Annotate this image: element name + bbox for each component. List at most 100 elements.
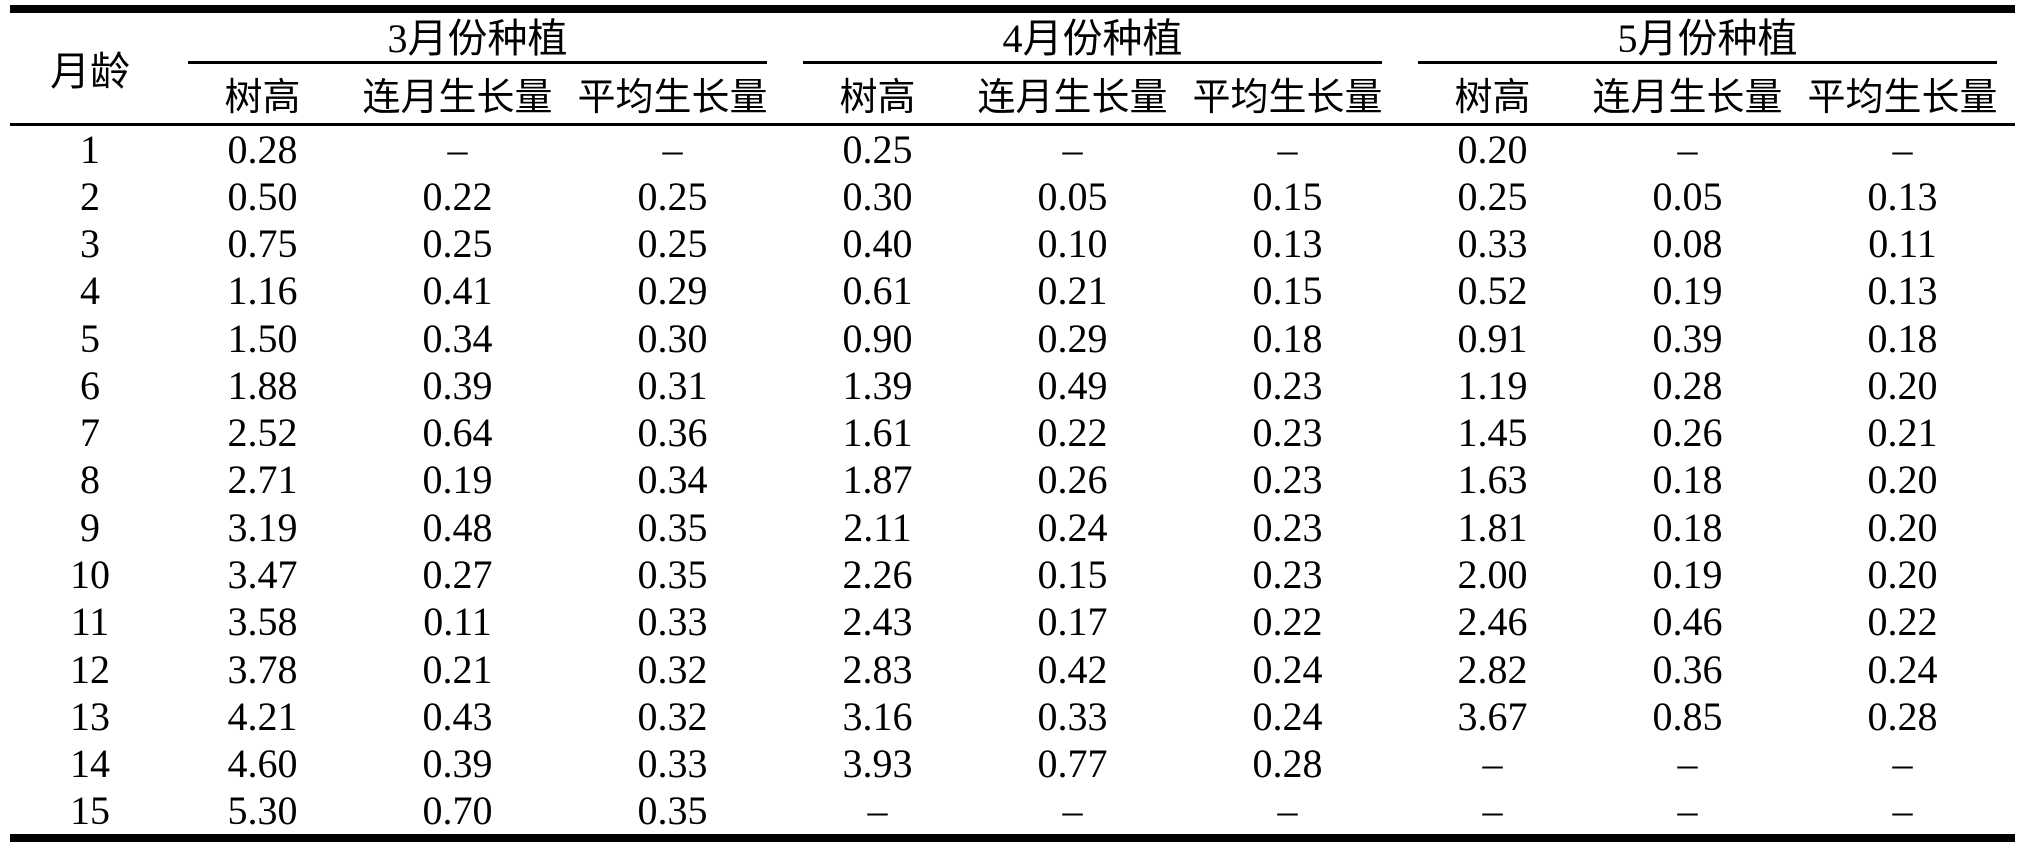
table-row: 12 3.78 0.21 0.32 2.83 0.42 0.24 2.82 0.36 0.24 bbox=[10, 645, 2015, 692]
tree-growth-table: 月龄 3月份种植 4月份种植 5月份种植 树高 连月生长量 平均生长量 树 bbox=[10, 5, 2015, 843]
tree-height-cell: 3.58 bbox=[227, 599, 298, 645]
monthly-growth-cell: 0.26 bbox=[1037, 457, 1108, 503]
average-growth-cell: 0.22 bbox=[1252, 599, 1323, 645]
table-row: 4 1.16 0.41 0.29 0.61 0.21 0.15 0.52 0.19 0.13 bbox=[10, 267, 2015, 314]
tree-height-cell: 1.16 bbox=[227, 268, 298, 314]
monthly-growth-cell: 0.15 bbox=[1037, 552, 1108, 598]
group-rule-april bbox=[803, 61, 1382, 64]
monthly-growth-cell: 0.26 bbox=[1652, 410, 1723, 456]
table-header: 月龄 3月份种植 4月份种植 5月份种植 树高 连月生长量 平均生长量 树 bbox=[10, 9, 2015, 126]
tree-height-cell: 2.00 bbox=[1457, 552, 1528, 598]
month-age-cell: 10 bbox=[70, 552, 110, 598]
tree-height-cell: 1.81 bbox=[1457, 504, 1528, 550]
tree-height-cell: 0.30 bbox=[842, 173, 913, 219]
average-growth-cell: 0.25 bbox=[637, 173, 708, 219]
table-row: 6 1.88 0.39 0.31 1.39 0.49 0.23 1.19 0.28 0.20 bbox=[10, 362, 2015, 409]
sub-header-tree-height: 树高 bbox=[170, 64, 355, 126]
table-row: 2 0.50 0.22 0.25 0.30 0.05 0.15 0.25 0.05 0.13 bbox=[10, 173, 2015, 220]
tree-height-cell: 3.47 bbox=[227, 552, 298, 598]
monthly-growth-cell: 0.19 bbox=[1652, 268, 1723, 314]
tree-height-cell: 2.26 bbox=[842, 552, 913, 598]
tree-height-cell: 0.40 bbox=[842, 220, 913, 266]
average-growth-cell: 0.13 bbox=[1867, 268, 1938, 314]
tree-height-cell: 1.87 bbox=[842, 457, 913, 503]
tree-height-cell: 0.90 bbox=[842, 315, 913, 361]
monthly-growth-cell: 0.24 bbox=[1037, 504, 1108, 550]
monthly-growth-cell: 0.36 bbox=[1652, 646, 1723, 692]
sub-header-monthly-growth: 连月生长量 bbox=[1585, 64, 1790, 126]
month-age-header: 月龄 bbox=[10, 9, 170, 126]
monthly-growth-cell: 0.70 bbox=[422, 788, 493, 834]
tree-height-cell: 3.16 bbox=[842, 693, 913, 739]
monthly-growth-cell: 0.39 bbox=[1652, 315, 1723, 361]
tree-height-cell: 0.25 bbox=[842, 126, 913, 172]
average-growth-cell: 0.23 bbox=[1252, 410, 1323, 456]
tree-height-cell: 3.93 bbox=[842, 741, 913, 787]
monthly-growth-cell: 0.42 bbox=[1037, 646, 1108, 692]
average-growth-cell: 0.23 bbox=[1252, 552, 1323, 598]
month-age-cell: 9 bbox=[80, 504, 100, 550]
sub-header-average-growth: 平均生长量 bbox=[1175, 64, 1400, 126]
average-growth-cell: 0.20 bbox=[1867, 362, 1938, 408]
month-age-cell: 5 bbox=[80, 315, 100, 361]
average-growth-cell: 0.13 bbox=[1252, 220, 1323, 266]
month-age-cell: 1 bbox=[80, 126, 100, 172]
month-age-cell: 3 bbox=[80, 220, 100, 266]
table-row: 5 1.50 0.34 0.30 0.90 0.29 0.18 0.91 0.39 0.18 bbox=[10, 314, 2015, 361]
tree-height-cell: 5.30 bbox=[227, 788, 298, 834]
tree-height-cell: 3.78 bbox=[227, 646, 298, 692]
monthly-growth-cell: 0.39 bbox=[422, 741, 493, 787]
monthly-growth-cell: 0.05 bbox=[1037, 173, 1108, 219]
tree-height-cell: 2.82 bbox=[1457, 646, 1528, 692]
average-growth-cell: 0.23 bbox=[1252, 362, 1323, 408]
table-row: 7 2.52 0.64 0.36 1.61 0.22 0.23 1.45 0.26 0.21 bbox=[10, 409, 2015, 456]
average-growth-cell: 0.24 bbox=[1252, 693, 1323, 739]
monthly-growth-cell: 0.64 bbox=[422, 410, 493, 456]
average-growth-cell: 0.30 bbox=[637, 315, 708, 361]
monthly-growth-cell: – bbox=[1062, 126, 1083, 172]
average-growth-cell: 0.13 bbox=[1867, 173, 1938, 219]
monthly-growth-cell: 0.27 bbox=[422, 552, 493, 598]
table-body: 1 0.28– –0.25– –0.20– –2 0.50 0.22 0.25 0.30 0.05… bbox=[10, 124, 2015, 838]
tree-height-cell: – bbox=[1482, 788, 1503, 834]
table-row: 13 4.21 0.43 0.32 3.16 0.33 0.24 3.67 0.85 0.28 bbox=[10, 693, 2015, 740]
monthly-growth-cell: 0.77 bbox=[1037, 741, 1108, 787]
tree-height-cell: 1.45 bbox=[1457, 410, 1528, 456]
tree-height-cell: 0.25 bbox=[1457, 173, 1528, 219]
tree-height-cell: 0.75 bbox=[227, 220, 298, 266]
monthly-growth-cell: – bbox=[1677, 741, 1698, 787]
table-row: 15 5.30 0.70 0.35 – – – – – – bbox=[10, 787, 2015, 838]
monthly-growth-cell: 0.33 bbox=[1037, 693, 1108, 739]
sub-header-tree-height: 树高 bbox=[1400, 64, 1585, 126]
monthly-growth-cell: 0.22 bbox=[1037, 410, 1108, 456]
tree-height-cell: 2.46 bbox=[1457, 599, 1528, 645]
month-age-cell: 15 bbox=[70, 788, 110, 834]
tree-height-cell: 1.19 bbox=[1457, 362, 1528, 408]
average-growth-cell: 0.29 bbox=[637, 268, 708, 314]
tree-height-cell: 0.20 bbox=[1457, 126, 1528, 172]
average-growth-cell: – bbox=[1892, 788, 1913, 834]
group-header-may: 5月份种植 bbox=[1400, 9, 2015, 64]
average-growth-cell: 0.28 bbox=[1252, 741, 1323, 787]
average-growth-cell: 0.35 bbox=[637, 552, 708, 598]
tree-height-cell: 4.21 bbox=[227, 693, 298, 739]
monthly-growth-cell: 0.48 bbox=[422, 504, 493, 550]
group-title-march: 3月份种植 bbox=[387, 15, 568, 61]
average-growth-cell: – bbox=[1892, 126, 1913, 172]
monthly-growth-cell: 0.41 bbox=[422, 268, 493, 314]
monthly-growth-cell: 0.49 bbox=[1037, 362, 1108, 408]
monthly-growth-cell: – bbox=[447, 126, 468, 172]
tree-height-cell: 2.11 bbox=[843, 504, 912, 550]
average-growth-cell: – bbox=[1277, 788, 1298, 834]
month-age-cell: 8 bbox=[80, 457, 100, 503]
average-growth-cell: 0.11 bbox=[1868, 220, 1937, 266]
average-growth-cell: 0.24 bbox=[1252, 646, 1323, 692]
sub-header-monthly-growth: 连月生长量 bbox=[970, 64, 1175, 126]
monthly-growth-cell: – bbox=[1677, 126, 1698, 172]
tree-height-cell: 2.83 bbox=[842, 646, 913, 692]
group-title-row: 月龄 3月份种植 4月份种植 5月份种植 bbox=[10, 9, 2015, 126]
average-growth-cell: 0.18 bbox=[1867, 315, 1938, 361]
average-growth-cell: 0.28 bbox=[1867, 693, 1938, 739]
sub-header-average-growth: 平均生长量 bbox=[1790, 64, 2015, 126]
